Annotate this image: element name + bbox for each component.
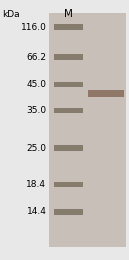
FancyBboxPatch shape [88,90,124,97]
Text: 66.2: 66.2 [26,53,46,62]
FancyBboxPatch shape [54,209,83,215]
Text: kDa: kDa [3,10,20,20]
Text: 116.0: 116.0 [21,23,46,32]
FancyBboxPatch shape [54,182,83,187]
Text: 14.4: 14.4 [27,207,46,216]
FancyBboxPatch shape [49,13,126,247]
Text: M: M [64,9,73,19]
Text: 25.0: 25.0 [26,144,46,153]
FancyBboxPatch shape [54,24,83,30]
FancyBboxPatch shape [54,145,83,151]
Text: 18.4: 18.4 [26,180,46,189]
FancyBboxPatch shape [54,82,83,87]
Text: 35.0: 35.0 [26,106,46,115]
FancyBboxPatch shape [54,54,83,60]
Text: 45.0: 45.0 [26,80,46,89]
FancyBboxPatch shape [54,108,83,113]
